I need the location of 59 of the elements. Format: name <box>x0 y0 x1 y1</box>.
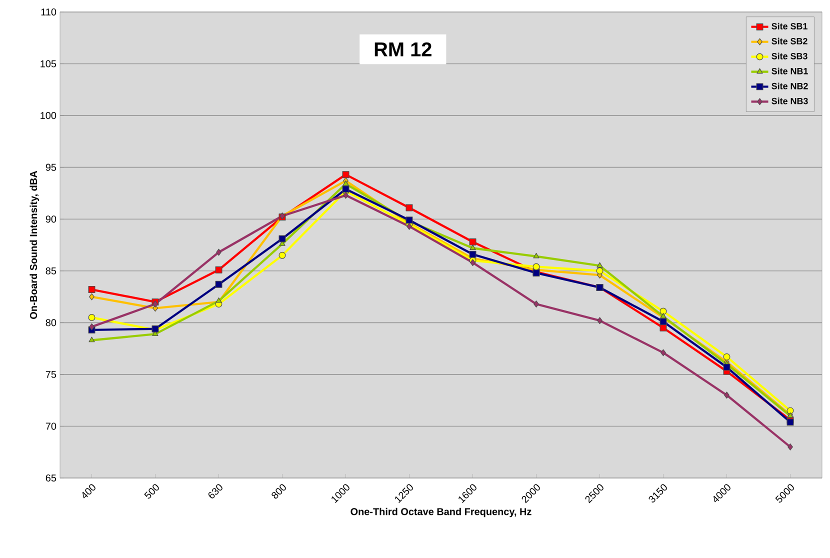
point <box>469 238 476 246</box>
point <box>660 324 667 332</box>
point <box>660 312 666 318</box>
y-tick-label: 95 <box>46 164 56 171</box>
point <box>723 364 730 371</box>
x-tick-label: 800 <box>272 484 286 499</box>
point <box>534 300 539 308</box>
point <box>152 300 158 308</box>
y-tick-label: 85 <box>46 267 56 274</box>
point <box>532 263 540 270</box>
y-tick-label: 80 <box>46 319 56 326</box>
point <box>88 314 96 321</box>
point <box>660 349 666 356</box>
y-axis-title: On-Board Sound Intensity, dBA <box>30 170 40 319</box>
point <box>215 280 222 288</box>
point <box>724 392 730 399</box>
point <box>88 286 96 294</box>
point <box>788 443 793 450</box>
point <box>342 180 349 186</box>
point <box>723 353 730 360</box>
point <box>88 336 95 342</box>
legend-label: Site SB3 <box>772 52 808 60</box>
legend-label: Site NB1 <box>772 68 808 74</box>
point <box>215 266 222 274</box>
y-tick-label: 70 <box>46 422 56 430</box>
legend-label: Site SB1 <box>772 22 808 30</box>
point <box>660 318 667 326</box>
text: RM 12 <box>374 42 432 56</box>
point <box>89 293 94 300</box>
point <box>596 267 604 274</box>
point <box>597 317 602 324</box>
x-tick-label: 630 <box>208 484 222 498</box>
legend-label: Site NB3 <box>772 98 808 104</box>
point <box>89 323 94 330</box>
y-tick-label: 105 <box>40 60 56 68</box>
y-tick-label: 65 <box>46 474 56 482</box>
point <box>469 250 476 258</box>
legend-label: Site SB2 <box>772 38 808 44</box>
y-tick-label: 110 <box>41 8 56 16</box>
point <box>406 204 413 212</box>
legend-label: Site NB2 <box>772 82 808 90</box>
point <box>533 252 540 258</box>
point <box>216 248 222 256</box>
point <box>216 297 222 303</box>
x-axis-title: One-Third Octave Band Frequency, Hz <box>350 508 532 518</box>
x-tick-label: 400 <box>82 484 96 498</box>
point <box>786 418 794 426</box>
point <box>786 407 794 414</box>
y-tick-label: 90 <box>46 216 56 223</box>
point <box>470 244 476 250</box>
point <box>596 262 603 268</box>
point <box>278 252 286 259</box>
y-tick-label: 75 <box>46 370 56 378</box>
point <box>278 235 286 242</box>
x-tick-label: 500 <box>144 484 159 499</box>
point <box>342 171 350 178</box>
point <box>343 192 348 199</box>
point <box>660 308 667 315</box>
y-tick-label: 100 <box>40 112 56 120</box>
